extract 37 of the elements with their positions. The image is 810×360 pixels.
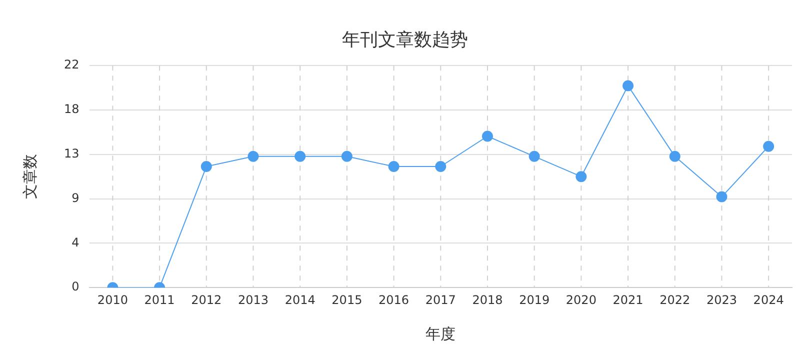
point [388, 161, 400, 172]
y-tick-label: 13 [64, 146, 80, 161]
x-tick-label: 2023 [706, 292, 737, 307]
x-tick-label: 2011 [144, 292, 175, 307]
x-tick-label: 2012 [191, 292, 222, 307]
y-tick-label: 9 [72, 190, 80, 205]
point [341, 150, 352, 162]
x-tick-label: 2019 [519, 292, 550, 307]
y-tick-label: 18 [64, 102, 80, 116]
x-tick-label: 2024 [753, 292, 784, 307]
x-tick-label: 2013 [238, 292, 269, 307]
y-tick-label: 0 [72, 280, 80, 294]
y-tick-label: 4 [72, 235, 80, 250]
point [482, 130, 493, 142]
point [435, 161, 446, 172]
y-axis-title: 文章数 [20, 154, 39, 200]
point [763, 140, 774, 152]
x-tick-label: 2022 [660, 292, 690, 307]
x-tick-label: 2010 [97, 292, 128, 307]
point [528, 150, 540, 162]
point [294, 150, 306, 162]
x-tick-label: 2020 [566, 292, 596, 307]
point [200, 161, 212, 172]
x-tick-label: 2021 [612, 292, 644, 307]
point [716, 191, 728, 202]
x-tick-label: 2018 [472, 292, 503, 307]
x-tick-label: 2017 [425, 292, 456, 307]
y-tick-label: 22 [64, 58, 80, 72]
point [669, 150, 680, 162]
point [576, 171, 587, 182]
point [248, 150, 259, 162]
x-axis-title: 年度 [426, 324, 456, 343]
x-tick-label: 2015 [332, 292, 362, 307]
x-tick-label: 2016 [378, 292, 410, 307]
x-tick-label: 2014 [284, 292, 316, 307]
chart-title: 年刊文章数趋势 [342, 29, 468, 50]
point [622, 80, 634, 92]
